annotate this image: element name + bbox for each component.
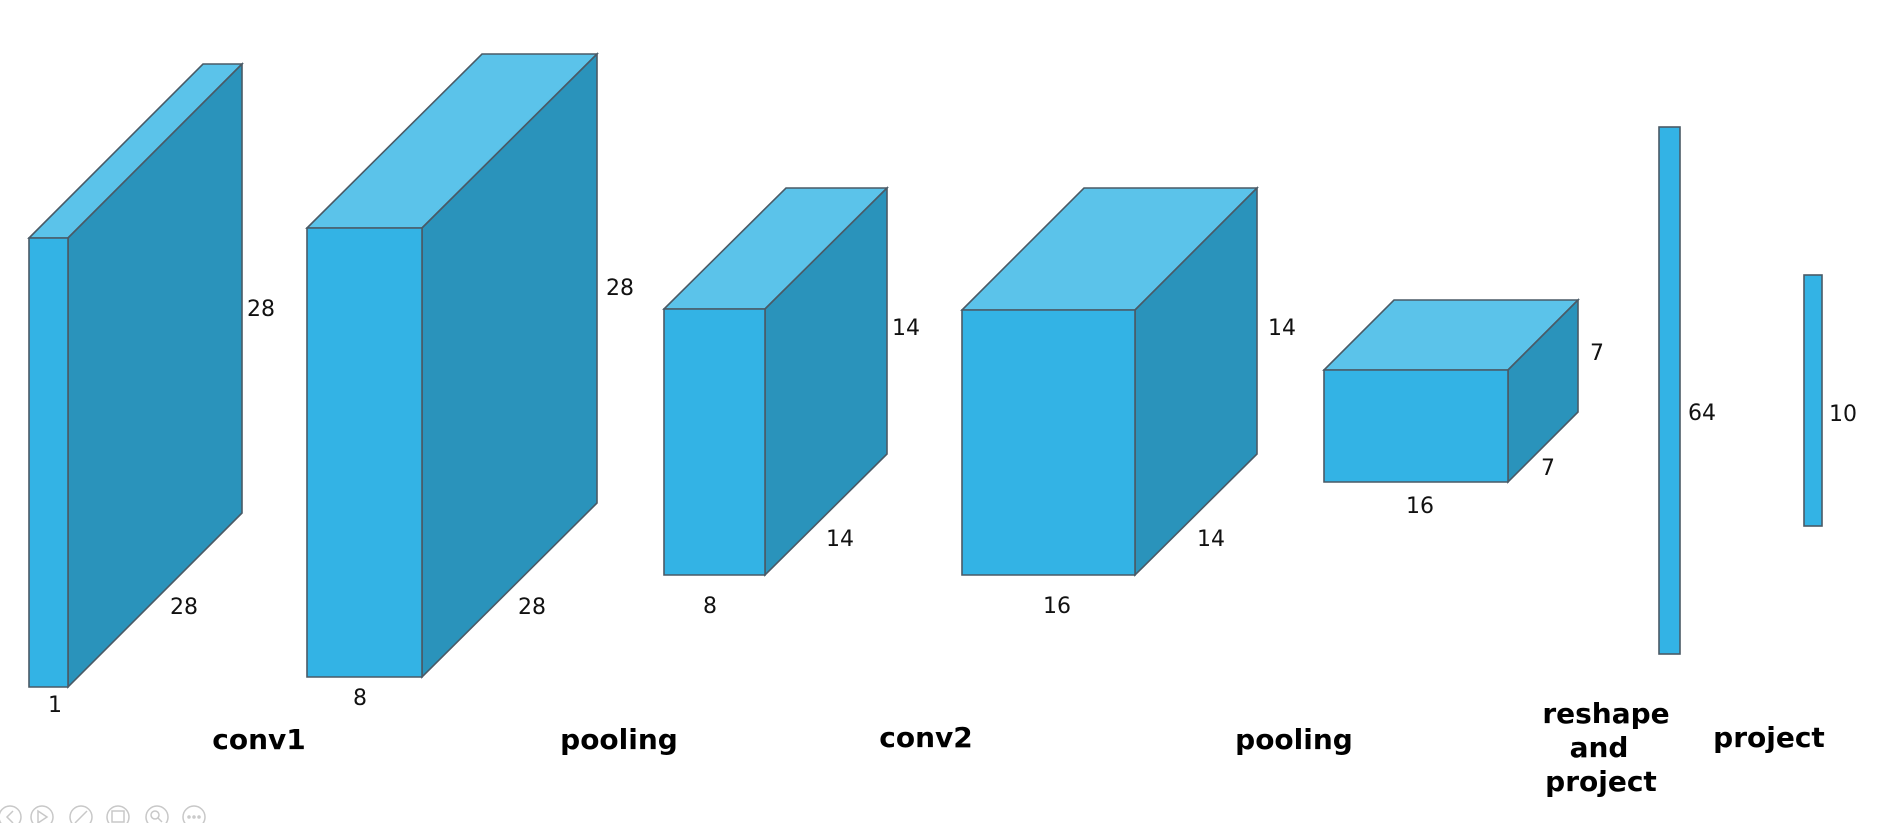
- stage-label-reshape-line3: project: [1545, 765, 1657, 798]
- stage-label-conv2: conv2: [879, 721, 973, 754]
- layer-conv1-depth-label: 8: [353, 686, 367, 711]
- zoom-icon[interactable]: [145, 805, 169, 823]
- layer-pool1-block: [662, 186, 889, 577]
- edit-icon[interactable]: [69, 805, 93, 823]
- layer-pool2-width-label: 7: [1541, 456, 1555, 481]
- layer-input-width-label: 28: [170, 595, 198, 620]
- more-icon[interactable]: [182, 805, 206, 823]
- layer-pool2-depth-label: 16: [1406, 494, 1434, 519]
- layer-input-block: [27, 62, 244, 689]
- stage-label-pooling1: pooling: [560, 723, 678, 756]
- layer-conv2-block: [960, 186, 1259, 577]
- save-icon[interactable]: [106, 805, 130, 823]
- stage-label-pooling2: pooling: [1235, 723, 1353, 756]
- layer-pool1-height-label: 14: [892, 316, 920, 341]
- stage-label-project: project: [1713, 721, 1825, 754]
- layer-fc2-bar: [1803, 274, 1823, 527]
- layer-conv1-height-label: 28: [606, 276, 634, 301]
- layer-conv2-width-label: 14: [1197, 527, 1225, 552]
- layer-input-height-label: 28: [247, 297, 275, 322]
- stage-label-reshape-line1: reshape: [1542, 697, 1669, 730]
- viewer-toolbar: [0, 805, 206, 823]
- layer-input-depth-label: 1: [48, 693, 62, 718]
- play-icon[interactable]: [30, 805, 54, 823]
- layer-fc1-bar: [1658, 126, 1681, 655]
- layer-conv2-depth-label: 16: [1043, 594, 1071, 619]
- layer-fc2-size-label: 10: [1829, 402, 1857, 427]
- stage-label-reshape-line2: and: [1570, 731, 1629, 764]
- layer-pool1-depth-label: 8: [703, 594, 717, 619]
- layer-pool2-height-label: 7: [1590, 341, 1604, 366]
- layer-conv1-width-label: 28: [518, 595, 546, 620]
- layer-pool1-width-label: 14: [826, 527, 854, 552]
- layer-conv1-block: [305, 52, 599, 679]
- layer-fc1-size-label: 64: [1688, 401, 1716, 426]
- layer-conv2-height-label: 14: [1268, 316, 1296, 341]
- back-icon[interactable]: [0, 805, 22, 823]
- stage-label-conv1: conv1: [212, 723, 306, 756]
- layer-pool2-block: [1322, 298, 1580, 484]
